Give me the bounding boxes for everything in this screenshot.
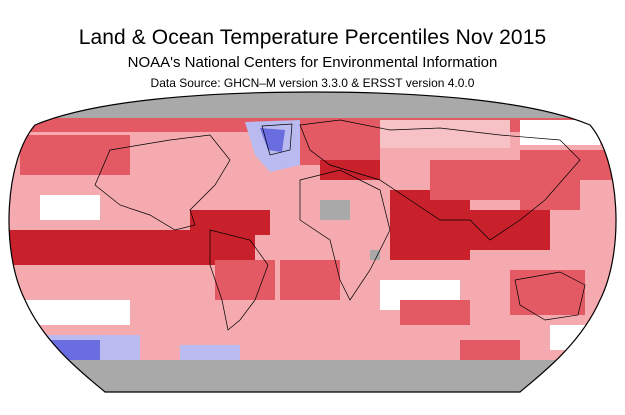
region-much-above-npacific-west	[520, 150, 615, 180]
globe-border	[8, 91, 617, 393]
region-above-eastpacific	[90, 175, 180, 215]
region-record-caribbean	[190, 210, 270, 235]
region-much-below-greenland	[260, 128, 285, 152]
region-record-indian-ocean	[390, 190, 470, 260]
region-record-maritime	[470, 210, 550, 250]
region-much-above-asia	[430, 160, 520, 200]
region-near-normal-tasman	[550, 325, 610, 350]
region-much-below-southern-pacific	[50, 340, 100, 360]
region-no-data-arctic	[8, 92, 617, 120]
region-much-above-amazon	[215, 260, 275, 300]
data-source-note: Data Source: GHCN–M version 3.3.0 & ERSS…	[150, 76, 475, 90]
region-record-mediterranean	[320, 160, 380, 180]
eurasia-outline	[299, 119, 581, 241]
region-near-normal-spacific	[8, 300, 130, 325]
region-much-above-europe	[300, 120, 380, 165]
region-much-above-southern-east	[460, 340, 520, 360]
region-no-data-antarctica	[8, 360, 617, 392]
map-title: Land & Ocean Temperature Percentiles Nov…	[78, 26, 547, 49]
north-america-outline	[94, 134, 231, 231]
greenland-outline	[261, 123, 293, 156]
region-much-above-australia	[510, 270, 585, 315]
region-much-above-npacific	[20, 135, 130, 175]
percentile-grid	[8, 92, 617, 392]
region-near-normal-npacific	[40, 195, 100, 220]
region-much-above-wpacific	[520, 180, 580, 210]
africa-outline	[299, 169, 391, 301]
region-no-data-africa	[320, 200, 350, 220]
region-no-data-africa-2	[370, 250, 380, 260]
region-much-above-satlantic	[280, 260, 340, 300]
map-subtitle: NOAA's National Centers for Environmenta…	[127, 54, 498, 71]
south-america-outline	[209, 229, 269, 331]
region-record-eq-pacific	[8, 230, 255, 265]
continent-outlines	[94, 119, 586, 331]
region-much-above-sindian	[400, 300, 470, 325]
region-above-siberia	[360, 120, 510, 148]
australia-outline	[514, 271, 586, 321]
